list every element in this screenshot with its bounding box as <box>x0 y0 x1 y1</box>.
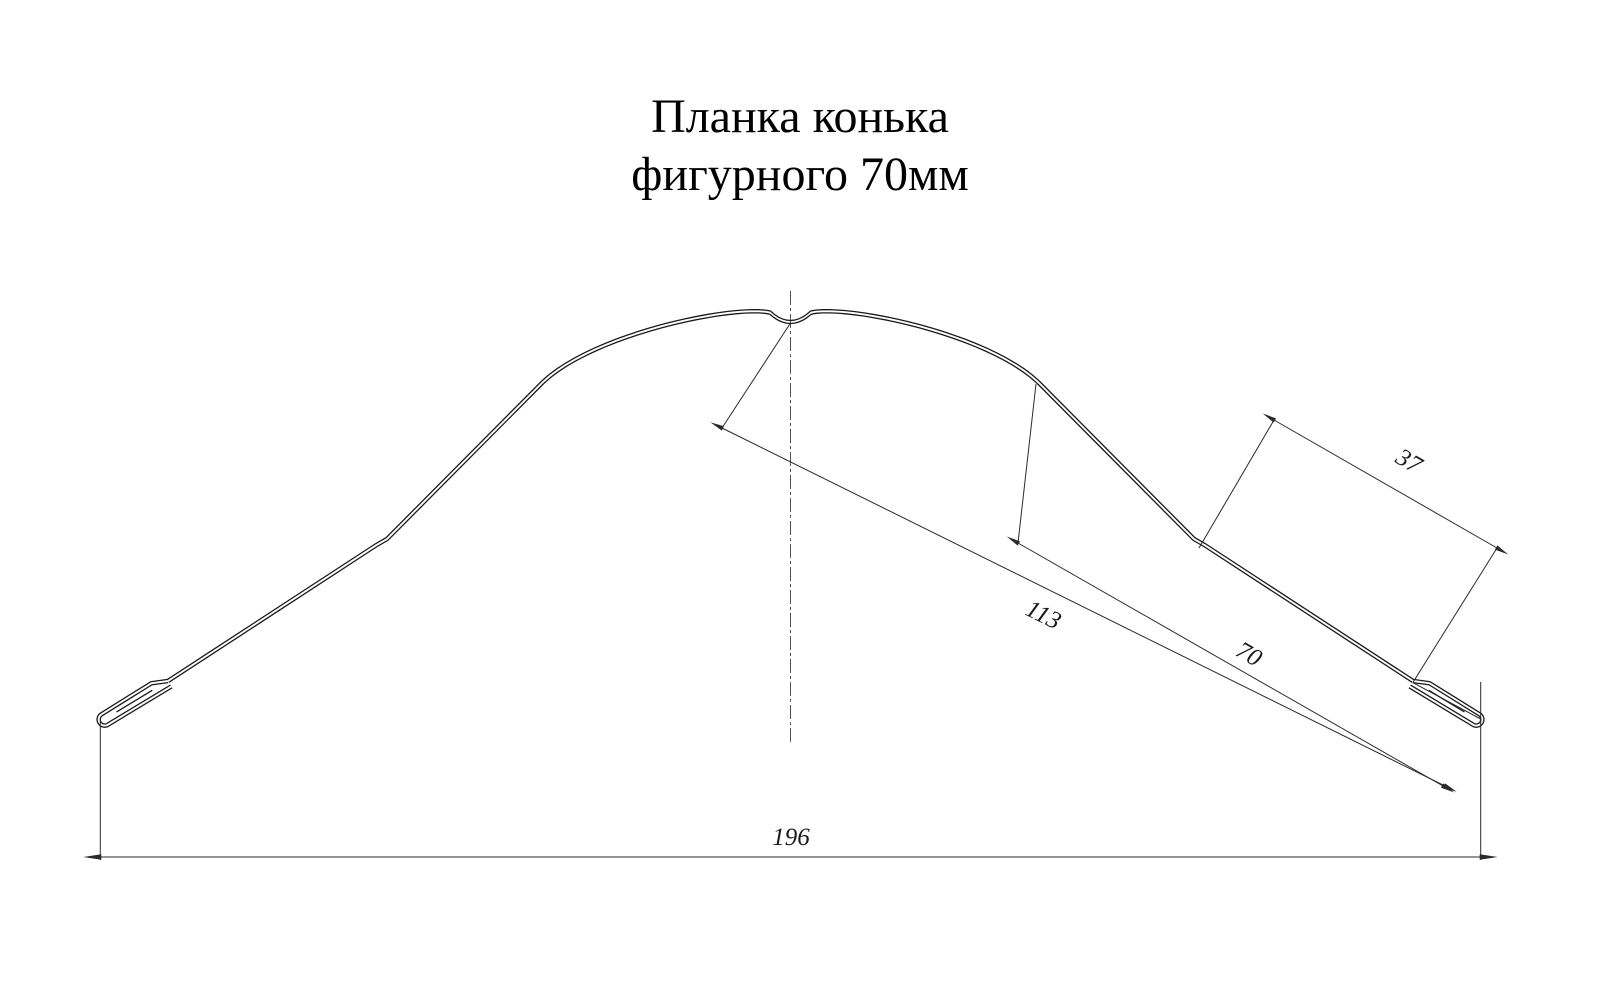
svg-text:70: 70 <box>1231 637 1267 673</box>
svg-text:113: 113 <box>1021 595 1065 635</box>
svg-text:196: 196 <box>772 824 810 851</box>
svg-text:37: 37 <box>1390 443 1427 480</box>
